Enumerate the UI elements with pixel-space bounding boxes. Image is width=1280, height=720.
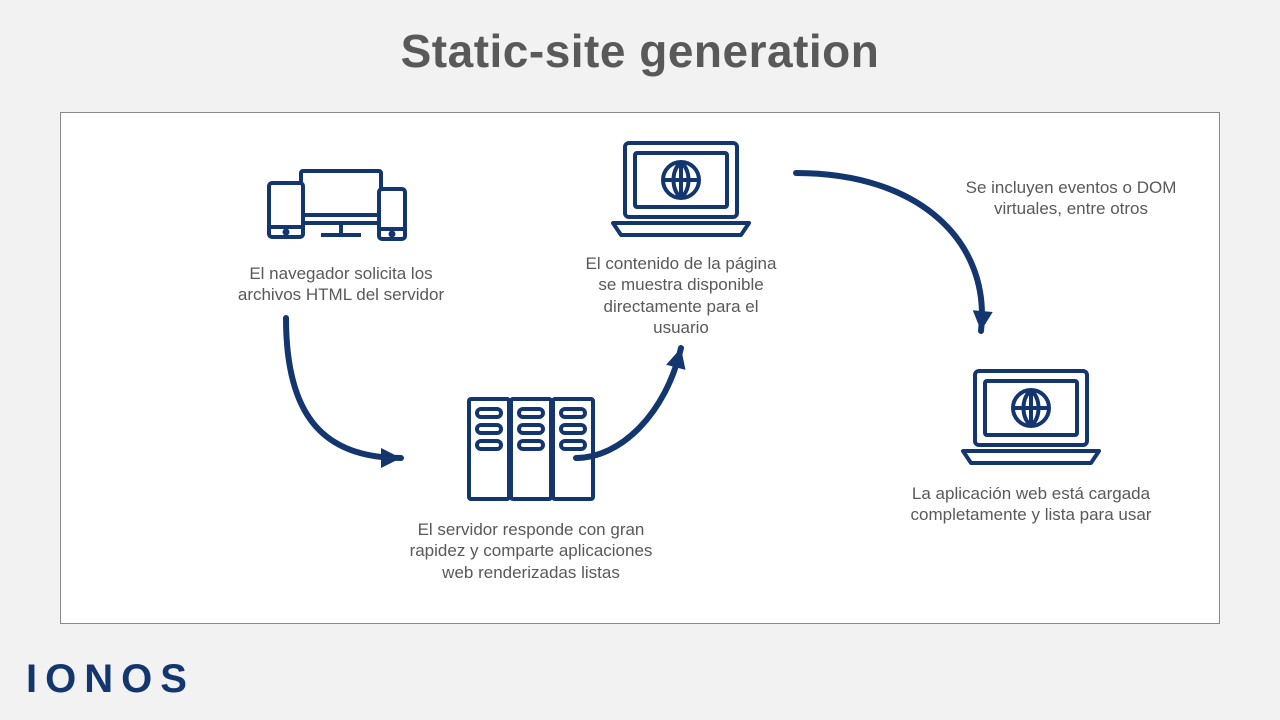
- diagram-frame: El navegador solicita los archivos HTML …: [60, 112, 1220, 624]
- node-annotation-caption: Se incluyen eventos o DOM virtuales, ent…: [941, 177, 1201, 220]
- node-server: El servidor responde con gran rapidez y …: [391, 393, 671, 583]
- node-laptop-2: La aplicación web está cargada completam…: [871, 363, 1191, 526]
- node-server-caption: El servidor responde con gran rapidez y …: [391, 519, 671, 583]
- arrow-2-head: [666, 345, 690, 369]
- arrow-1: [286, 318, 401, 458]
- node-annotation: Se incluyen eventos o DOM virtuales, ent…: [941, 177, 1201, 220]
- node-devices-caption: El navegador solicita los archivos HTML …: [201, 263, 481, 306]
- node-laptop-2-caption: La aplicación web está cargada completam…: [871, 483, 1191, 526]
- server-icon: [461, 393, 601, 505]
- brand-logo: IONOS: [26, 657, 195, 702]
- devices-icon: [261, 163, 421, 253]
- node-devices: El navegador solicita los archivos HTML …: [201, 163, 481, 306]
- node-laptop-1-caption: El contenido de la página se muestra dis…: [571, 253, 791, 338]
- node-laptop-1: El contenido de la página se muestra dis…: [571, 135, 791, 338]
- page-title: Static-site generation: [0, 0, 1280, 78]
- laptop-globe-icon: [601, 135, 761, 243]
- arrow-3-head: [971, 310, 993, 332]
- laptop-globe-icon: [951, 363, 1111, 471]
